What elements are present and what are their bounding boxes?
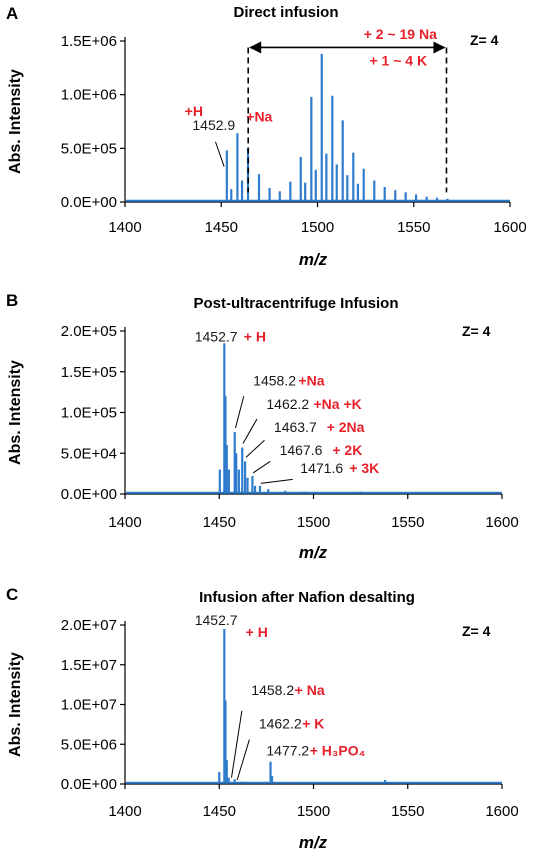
adduct-label: +Na +K [314,396,362,412]
peak-mz-label: 1462.2 [266,396,309,412]
adduct-label: + H₃PO₄ [310,742,366,758]
adduct-label: + 2Na [327,419,365,435]
y-tick-label: 0.0E+00 [61,194,117,211]
x-tick-label: 1400 [108,219,141,236]
adduct-label: +H [185,103,203,119]
adduct-label: + H [246,624,268,640]
x-tick-label: 1450 [205,219,238,236]
annotation-leader-line [260,478,293,484]
adduct-label: + H [244,329,266,345]
adduct-label: +Na [246,109,272,125]
x-tick-label: 1550 [397,219,430,236]
y-tick-label: 1.5E+07 [61,657,117,674]
adduct-label: + 3K [349,460,379,476]
charge-state-label: Z= 4 [462,623,491,639]
y-axis-label: Abs. Intensity [7,652,24,757]
peak-mz-label: 1462.2 [259,715,302,731]
adduct-label: + 1 ~ 4 K [369,53,427,69]
adduct-label: + K [302,715,324,731]
chart-panel-c: C Infusion after Nafion desalting 0.0E+00 5… [6,585,519,852]
y-tick-label: 1.0E+07 [61,697,117,714]
peak-mz-label: 1458.2 [253,373,296,389]
adduct-label: + 2 ~ 19 Na [364,26,437,42]
peak-mz-label: 1463.7 [274,419,317,435]
x-tick-label: 1400 [108,514,141,531]
annotation-leader-line [231,710,243,778]
annotation-leader-line [252,460,271,474]
x-tick-label: 1450 [203,514,236,531]
panel-letter: B [6,291,18,310]
y-tick-label: 0.0E+00 [61,486,117,503]
peak-mz-label: 1467.6 [280,442,323,458]
peak-mz-label: 1452.9 [192,117,235,133]
y-axis-label: Abs. Intensity [7,360,24,465]
chart-panel-a: A Direct infusion 0.0E+00 5.0E+05 1.0E+06 1.5… [6,4,527,269]
chart-title: Post-ultracentrifuge Infusion [193,295,398,312]
bracket-arrowhead-left [249,41,262,54]
charge-state-label: Z= 4 [470,32,499,48]
x-tick-label: 1500 [301,219,334,236]
bracket-arrowhead-right [433,41,446,54]
y-tick-label: 5.0E+06 [61,736,117,753]
x-tick-label: 1550 [391,514,424,531]
panel-letter: A [6,4,18,23]
x-axis-label: m/z [299,250,328,269]
adduct-label: +Na [298,373,324,389]
peak-mz-label: 1471.6 [300,460,343,476]
peak-mz-label: 1452.7 [195,612,238,628]
adduct-label: + 2K [332,442,362,458]
y-tick-label: 5.0E+04 [61,445,117,462]
x-tick-label: 1500 [297,514,330,531]
annotation-leader-line [236,739,250,781]
y-tick-label: 1.5E+05 [61,364,117,381]
peak-mz-label: 1452.7 [195,329,238,345]
x-tick-label: 1550 [391,803,424,820]
y-tick-label: 0.0E+00 [61,776,117,793]
peak-mz-label: 1458.2 [251,682,294,698]
y-tick-label: 5.0E+05 [61,140,117,157]
y-tick-label: 1.5E+06 [61,33,117,50]
panel-letter: C [6,585,18,604]
chart-title: Direct infusion [233,4,338,21]
x-tick-label: 1600 [493,219,526,236]
annotation-leader-line [234,396,245,429]
x-axis-label: m/z [299,543,328,562]
charge-state-label: Z= 4 [462,323,491,339]
chart-title: Infusion after Nafion desalting [199,589,415,606]
x-axis-label: m/z [299,833,328,852]
y-axis-label: Abs. Intensity [7,69,24,174]
y-tick-label: 2.0E+07 [61,617,117,634]
x-tick-label: 1600 [485,803,518,820]
peak-mz-label: 1477.2 [266,742,309,758]
annotation-leader-line [242,418,258,444]
y-tick-label: 1.0E+06 [61,87,117,104]
adduct-label: + Na [295,682,325,698]
x-tick-label: 1600 [485,514,518,531]
chart-panel-b: B Post-ultracentrifuge Infusion 0.0E+00 5.0… [6,291,519,562]
x-tick-label: 1400 [108,803,141,820]
x-tick-label: 1500 [297,803,330,820]
y-tick-label: 1.0E+05 [61,405,117,422]
annotation-leader-line [245,439,265,458]
y-tick-label: 2.0E+05 [61,323,117,340]
x-tick-label: 1450 [203,803,236,820]
annotation-leader-line [215,141,225,167]
